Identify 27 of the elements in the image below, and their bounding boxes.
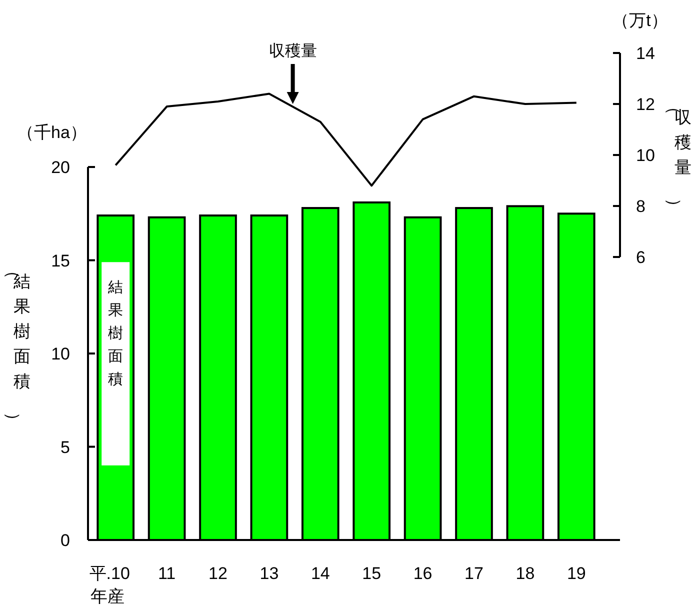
series-label: 結果樹面積 [107, 279, 124, 388]
x-tick-label: 19 [566, 564, 586, 583]
y-tick-label: 6 [636, 248, 646, 267]
x-tick-label: 12 [208, 564, 228, 583]
y-tick-label: 14 [636, 44, 655, 63]
text: （千ha） [17, 123, 87, 142]
x-tick-label: 17 [464, 564, 484, 583]
x-axis-title: 年産 [90, 587, 125, 606]
text: （結果樹面積） [4, 262, 30, 429]
x-tick-label: 13 [260, 564, 279, 583]
y-tick-label: 12 [636, 95, 655, 114]
x-tick-label: 11 [158, 564, 176, 583]
line-series [114, 92, 578, 187]
y-tick-label: 0 [60, 531, 70, 550]
x-tick-label: 平.10 [89, 564, 130, 583]
x-tick-label: 14 [310, 564, 330, 583]
x-tick-label: 18 [516, 564, 535, 583]
x-tick-label: 16 [413, 564, 432, 583]
y-tick-label: 15 [51, 251, 70, 270]
y-tick-label: 20 [51, 158, 70, 177]
text: （万t） [612, 11, 668, 30]
y-tick-label: 10 [51, 344, 70, 364]
x-tick-label: 15 [362, 564, 382, 583]
y-tick-label: 10 [636, 146, 655, 165]
text: （収穫量） [664, 98, 692, 215]
y-tick-label: 8 [636, 197, 646, 216]
y-tick-label: 5 [60, 438, 70, 457]
